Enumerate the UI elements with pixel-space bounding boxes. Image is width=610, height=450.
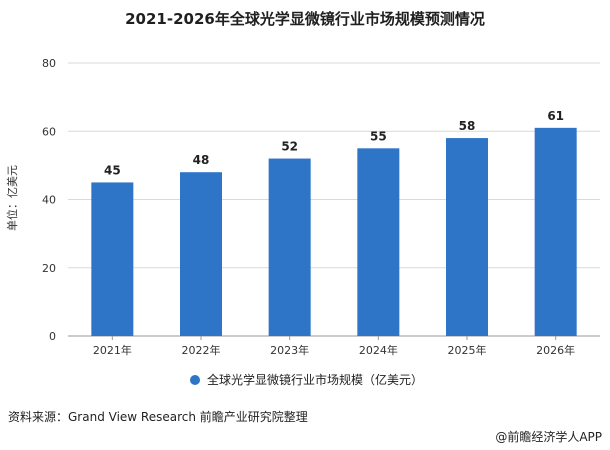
x-tick-label: 2024年: [359, 343, 398, 357]
y-tick-label: 60: [42, 125, 56, 138]
data-label: 61: [547, 109, 564, 123]
bars: [91, 127, 577, 337]
x-tick-label: 2026年: [536, 343, 575, 357]
bar: [534, 127, 577, 337]
bar: [268, 158, 311, 336]
data-label: 58: [459, 119, 476, 133]
chart-title: 2021-2026年全球光学显微镜行业市场规模预测情况: [125, 10, 485, 28]
y-tick-label: 0: [49, 330, 56, 343]
x-tick-label: 2023年: [270, 343, 309, 357]
bar: [446, 138, 488, 336]
labels: 0 20 40 60 80 45 2021年 48 2022年 52 2023年 55 2024年 58 2…: [42, 57, 575, 357]
data-label: 45: [104, 163, 121, 177]
y-axis-label: 单位：亿美元: [5, 165, 19, 231]
x-tick-label: 2022年: [182, 343, 221, 357]
legend-marker: [190, 375, 200, 385]
axes: [68, 335, 600, 340]
x-tick-label: 2025年: [448, 343, 487, 357]
data-label: 52: [281, 140, 298, 154]
gridlines: [68, 62, 600, 269]
y-tick-label: 80: [42, 57, 56, 70]
bar: [357, 148, 400, 336]
y-tick-label: 20: [42, 262, 56, 275]
bar: [180, 172, 222, 336]
credit-note: @前瞻经济学人APP: [495, 430, 602, 444]
bar: [91, 182, 134, 336]
legend: 全球光学显微镜行业市场规模（亿美元）: [190, 372, 423, 387]
data-label: 48: [193, 153, 210, 167]
legend-label: 全球光学显微镜行业市场规模（亿美元）: [207, 372, 423, 387]
source-note: 资料来源：Grand View Research 前瞻产业研究院整理: [8, 410, 308, 424]
data-label: 55: [370, 129, 387, 143]
x-tick-label: 2021年: [93, 343, 132, 357]
y-tick-label: 40: [42, 194, 56, 207]
